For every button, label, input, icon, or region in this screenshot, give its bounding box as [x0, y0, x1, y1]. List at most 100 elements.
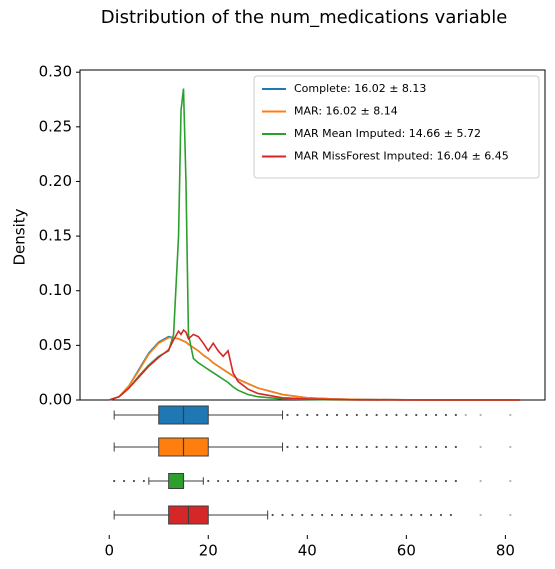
outlier: [271, 513, 274, 517]
outlier: [335, 445, 339, 449]
outlier: [479, 445, 482, 449]
outlier: [326, 413, 329, 417]
outlier: [420, 513, 423, 517]
x-tick-label: 80: [496, 542, 515, 560]
y-tick-label: 0.30: [39, 63, 72, 81]
x-tick-label: 20: [199, 542, 218, 560]
outlier: [207, 479, 210, 483]
x-tick-label: 60: [397, 542, 416, 560]
outlier: [444, 479, 448, 483]
outlier: [296, 413, 299, 417]
outlier: [395, 445, 398, 449]
outlier: [365, 445, 368, 449]
density-line: [108, 328, 521, 401]
density-line: [108, 336, 521, 401]
legend-label: MAR Mean Imputed: 14.66 ± 5.72: [294, 127, 481, 140]
outlier: [454, 413, 457, 417]
y-axis-label: Density: [11, 208, 29, 265]
outlier: [444, 445, 448, 449]
box: [168, 473, 184, 489]
outlier: [449, 513, 453, 517]
outlier: [509, 513, 512, 517]
outlier: [425, 445, 428, 449]
legend: Complete: 16.02 ± 8.13 MAR: 16.02 ± 8.14 M…: [253, 75, 540, 179]
outlier: [509, 479, 512, 483]
y-tick-label: 0.20: [39, 172, 72, 190]
outlier: [256, 479, 259, 483]
y-tick-label: 0.00: [39, 391, 72, 409]
outlier: [306, 445, 309, 449]
outlier: [370, 513, 373, 517]
outlier: [415, 479, 418, 483]
outlier: [439, 513, 443, 517]
x-tick-label: 0: [104, 542, 114, 560]
outlier: [330, 513, 334, 517]
outlier: [385, 413, 388, 417]
outlier: [415, 413, 418, 417]
outlier: [509, 445, 512, 449]
outlier: [113, 479, 116, 483]
outlier: [479, 479, 482, 483]
outlier: [311, 513, 314, 517]
outlier: [286, 413, 289, 417]
outlier: [464, 413, 467, 417]
outlier: [355, 445, 358, 449]
outlier: [345, 413, 349, 417]
chart-title: Distribution of the num_medications vari…: [101, 7, 508, 28]
outlier: [365, 479, 368, 483]
y-tick-label: 0.15: [39, 227, 72, 245]
outlier: [454, 445, 457, 449]
outlier: [430, 513, 433, 517]
outlier: [434, 445, 438, 449]
outlier: [335, 479, 339, 483]
outlier: [400, 513, 403, 517]
outlier: [340, 513, 344, 517]
outlier: [479, 413, 482, 417]
outlier: [405, 445, 408, 449]
y-tick-label: 0.05: [39, 336, 72, 354]
outlier: [345, 445, 349, 449]
outlier: [410, 513, 413, 517]
outlier: [375, 445, 378, 449]
outlier: [350, 513, 353, 517]
outlier: [425, 479, 428, 483]
outlier: [395, 479, 398, 483]
outlier: [291, 513, 294, 517]
outlier: [395, 413, 398, 417]
outlier: [434, 413, 438, 417]
outlier: [122, 479, 126, 483]
legend-box: [253, 75, 540, 179]
outlier: [326, 445, 329, 449]
outlier: [286, 445, 289, 449]
outlier: [375, 479, 378, 483]
outlier: [375, 413, 378, 417]
outlier: [425, 413, 428, 417]
outlier: [296, 479, 299, 483]
y-tick-label: 0.10: [39, 281, 72, 299]
outlier: [335, 413, 339, 417]
outlier: [360, 513, 363, 517]
outlier: [132, 479, 136, 483]
outlier: [236, 479, 240, 483]
outlier: [226, 479, 230, 483]
outlier: [316, 479, 319, 483]
outlier: [321, 513, 324, 517]
outlier: [355, 479, 358, 483]
outlier: [142, 479, 145, 483]
outlier: [405, 413, 408, 417]
outlier: [296, 445, 299, 449]
outlier: [444, 413, 448, 417]
outlier: [316, 413, 319, 417]
outlier: [355, 413, 358, 417]
outlier: [316, 445, 319, 449]
outlier: [266, 479, 269, 483]
outlier: [385, 479, 388, 483]
legend-label: Complete: 16.02 ± 8.13: [294, 82, 426, 95]
outlier: [365, 413, 368, 417]
outlier: [454, 479, 457, 483]
y-tick-label: 0.25: [39, 117, 72, 135]
outlier: [415, 445, 418, 449]
legend-label: MAR: 16.02 ± 8.14: [294, 105, 398, 118]
outlier: [306, 479, 309, 483]
